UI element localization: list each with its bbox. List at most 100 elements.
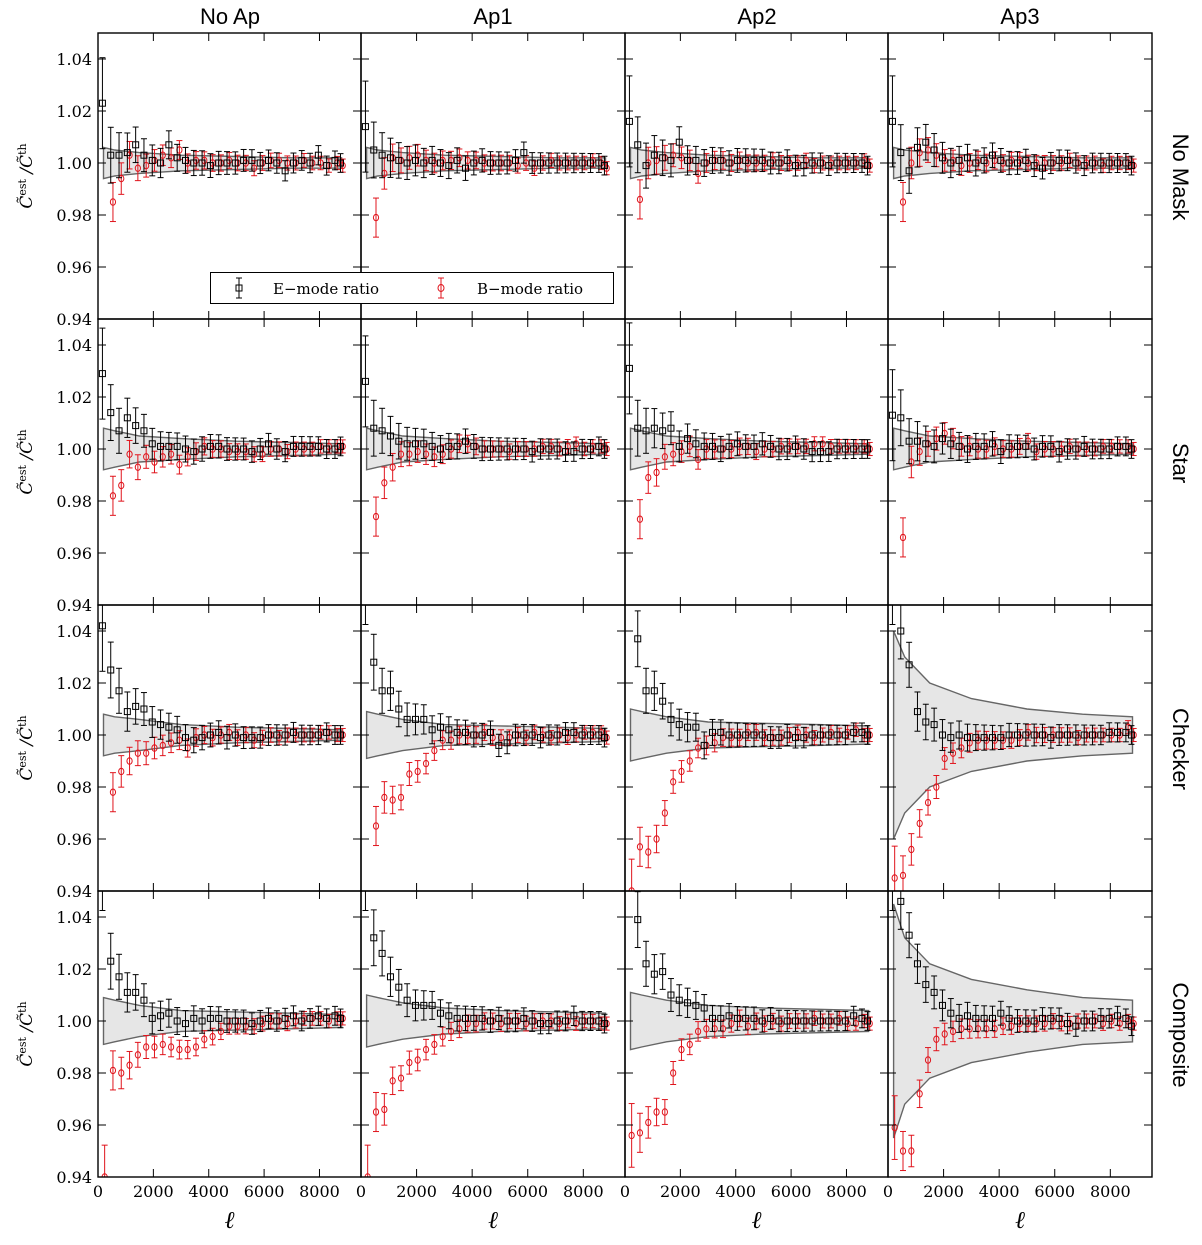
- e-mode-point: [980, 156, 988, 164]
- e-mode-point: [841, 159, 849, 167]
- e-mode-point: [157, 721, 165, 729]
- e-mode-point: [1127, 731, 1135, 739]
- y-tick-label: 1.04: [56, 908, 92, 927]
- e-mode-point: [503, 739, 511, 747]
- column-title-ap3: Ap3: [1000, 4, 1040, 29]
- e-mode-point: [99, 862, 105, 868]
- e-mode-point: [403, 715, 411, 723]
- e-mode-point: [337, 1014, 345, 1022]
- panel-plot-area: [98, 327, 346, 516]
- e-mode-point: [562, 728, 570, 736]
- b-mode-point: [167, 739, 175, 747]
- e-mode-point: [428, 1001, 436, 1009]
- e-mode-point: [897, 149, 905, 157]
- e-mode-point: [123, 708, 131, 716]
- b-mode-point: [686, 1040, 693, 1049]
- e-mode-point: [1097, 731, 1105, 739]
- b-mode-point: [645, 1118, 652, 1127]
- e-mode-point: [897, 627, 905, 635]
- e-mode-point: [816, 448, 824, 456]
- e-mode-point: [1105, 1014, 1113, 1022]
- e-mode-point: [298, 156, 306, 164]
- e-mode-point: [370, 424, 378, 432]
- e-mode-point: [173, 726, 181, 734]
- e-mode-point: [378, 427, 386, 435]
- e-mode-point: [1064, 1020, 1072, 1028]
- b-mode-point: [933, 783, 940, 791]
- e-mode-point: [198, 159, 206, 167]
- e-mode-point: [930, 721, 938, 729]
- e-mode-point: [148, 718, 156, 726]
- e-mode-point: [700, 159, 708, 167]
- e-mode-point: [980, 1014, 988, 1022]
- panel-r3-c1: 0 2000 4000 6000 8000 ℓ: [356, 862, 626, 1234]
- e-mode-point: [470, 159, 478, 167]
- e-mode-point: [825, 448, 833, 456]
- e-mode-point: [1089, 1017, 1097, 1025]
- b-mode-point: [414, 767, 421, 776]
- y-tick-label: 1.02: [56, 674, 92, 693]
- e-mode-point: [337, 159, 345, 167]
- e-mode-point: [642, 427, 650, 435]
- e-mode-point: [642, 687, 650, 695]
- e-mode-point: [659, 697, 667, 705]
- e-mode-point: [913, 437, 921, 445]
- e-mode-point: [783, 156, 791, 164]
- e-mode-point: [395, 437, 403, 445]
- e-mode-point: [947, 440, 955, 448]
- e-mode-point: [420, 715, 428, 723]
- b-mode-point: [397, 793, 405, 802]
- e-mode-point: [520, 445, 528, 453]
- e-mode-point: [273, 1017, 281, 1025]
- b-mode-point: [118, 174, 125, 183]
- e-mode-point: [240, 156, 248, 164]
- b-mode-point: [431, 746, 438, 755]
- e-mode-point: [600, 734, 608, 742]
- e-mode-point: [140, 996, 148, 1004]
- e-mode-point: [1072, 731, 1080, 739]
- e-mode-point: [708, 728, 716, 736]
- e-mode-point: [386, 687, 394, 695]
- x-axis-label: ℓ: [1015, 1206, 1025, 1234]
- e-mode-point: [913, 960, 921, 968]
- x-tick-label: 8000: [1090, 1182, 1131, 1201]
- e-mode-point: [512, 1017, 520, 1025]
- b-mode-point: [372, 822, 380, 830]
- e-mode-point: [570, 448, 578, 456]
- e-mode-point: [659, 427, 667, 435]
- e-mode-point: [314, 1012, 322, 1020]
- e-mode-point: [545, 159, 553, 167]
- e-mode-point: [667, 156, 675, 164]
- e-mode-point: [132, 141, 140, 149]
- e-mode-point: [905, 931, 913, 939]
- e-mode-point: [1039, 164, 1047, 172]
- e-mode-point: [1105, 445, 1113, 453]
- e-mode-point: [1127, 445, 1135, 453]
- e-mode-point: [717, 156, 725, 164]
- e-mode-point: [470, 442, 478, 450]
- b-mode-point: [678, 1045, 685, 1054]
- e-mode-point: [955, 156, 963, 164]
- e-mode-point: [1013, 159, 1021, 167]
- e-mode-point: [107, 957, 115, 965]
- e-mode-point: [963, 445, 971, 453]
- e-mode-point: [215, 728, 223, 736]
- e-mode-point: [395, 156, 403, 164]
- e-mode-point: [997, 1009, 1005, 1017]
- e-mode-point: [833, 445, 841, 453]
- e-mode-point: [453, 442, 461, 450]
- panel-r1-c2: [624, 318, 889, 606]
- e-mode-point: [947, 734, 955, 742]
- x-tick-label: 4000: [452, 1182, 493, 1201]
- e-mode-point: [281, 731, 289, 739]
- row-title-no-mask: No Mask: [1168, 133, 1193, 221]
- e-mode-point: [625, 117, 633, 125]
- e-mode-point: [165, 141, 173, 149]
- y-tick-label: 1.04: [56, 336, 92, 355]
- b-mode-point: [891, 874, 898, 882]
- e-mode-point: [587, 731, 595, 739]
- b-mode-point: [645, 473, 652, 482]
- e-mode-point: [362, 862, 368, 868]
- panel-r2-c1: [360, 604, 626, 892]
- e-mode-point: [1089, 159, 1097, 167]
